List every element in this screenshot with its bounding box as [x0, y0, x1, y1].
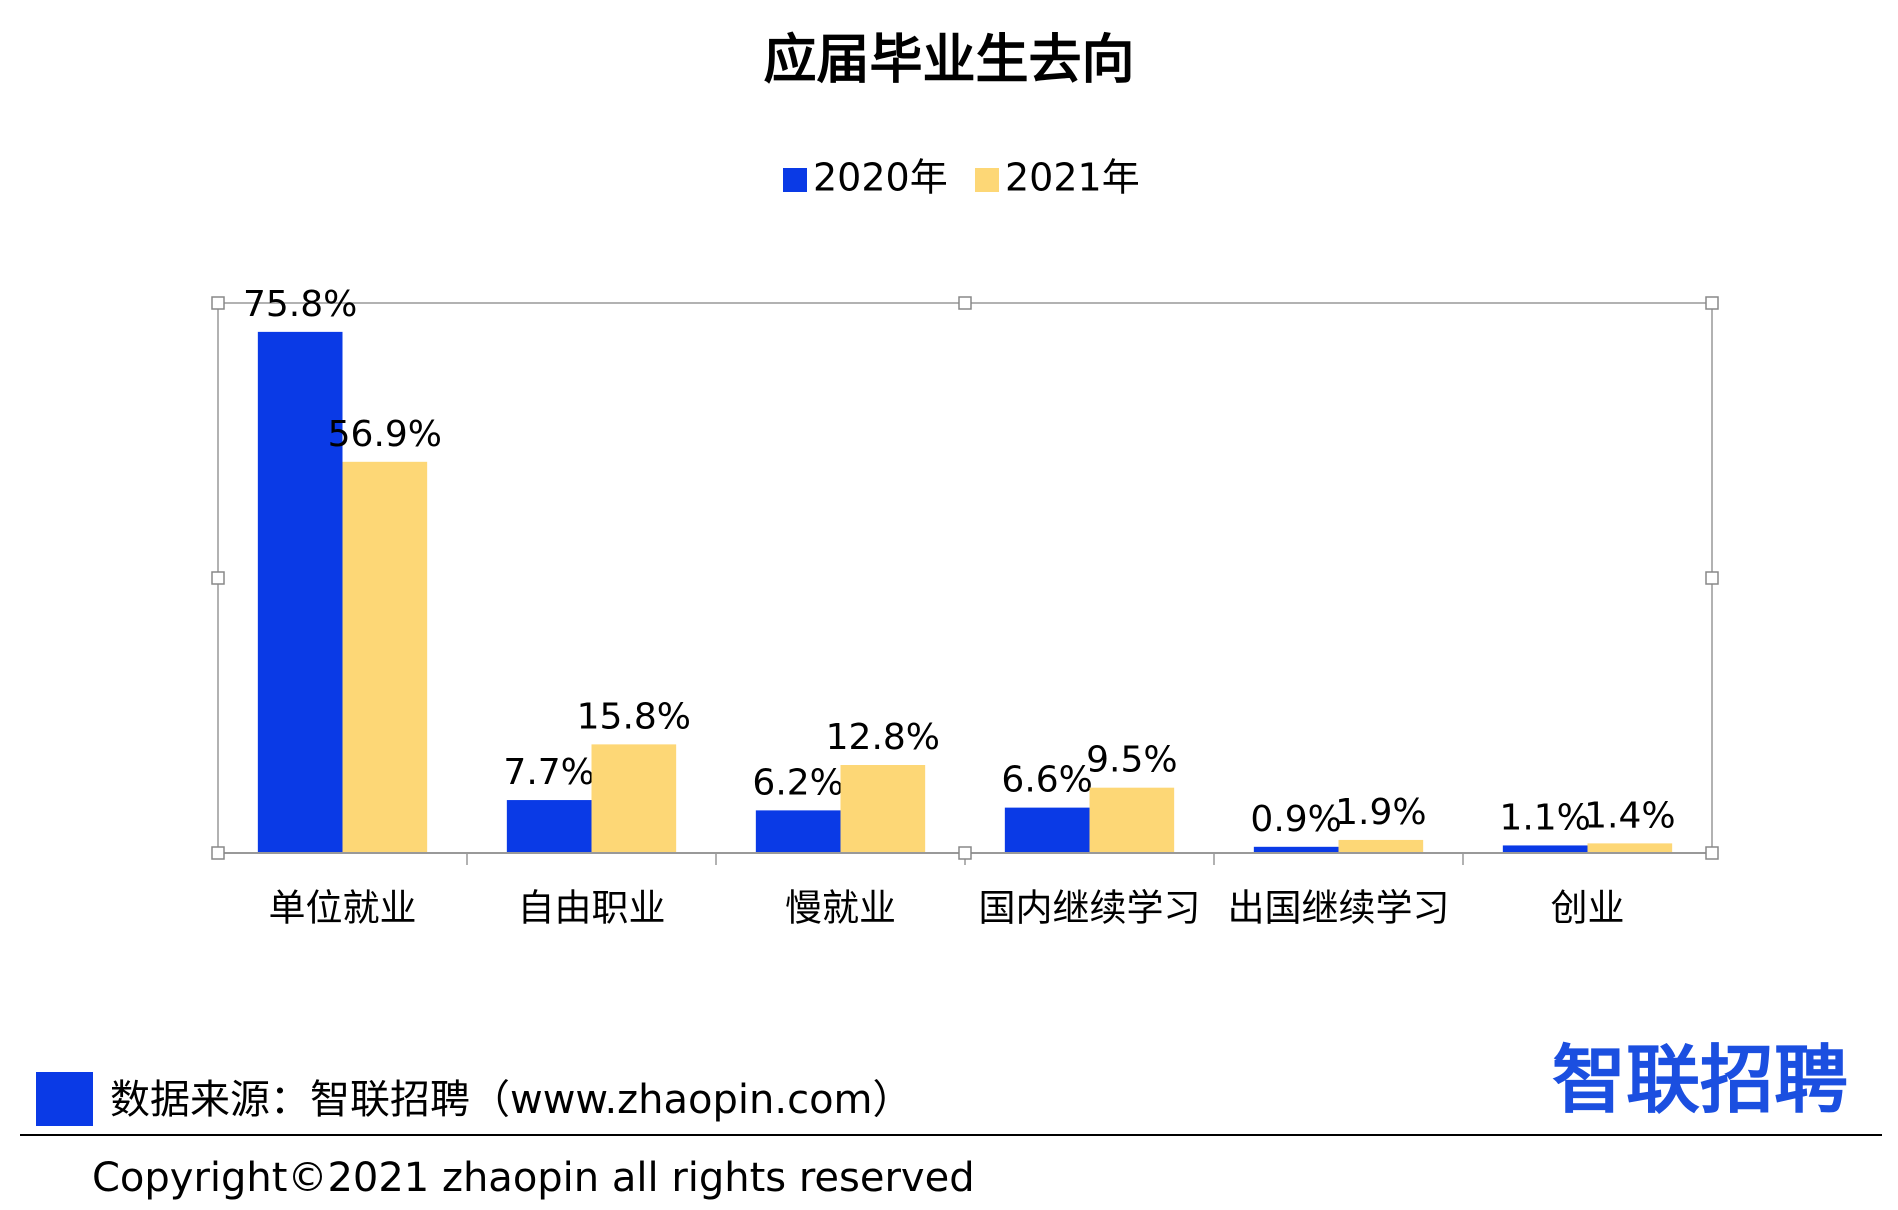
x-tick-label: 慢就业 [785, 887, 896, 930]
value-label: 1.4% [1584, 795, 1675, 836]
bar [755, 810, 841, 853]
plot-frame [217, 302, 1713, 854]
handle [1705, 571, 1719, 585]
x-tick-label: 单位就业 [269, 887, 417, 930]
legend-swatch [975, 168, 999, 192]
x-tick-label: 自由职业 [518, 887, 666, 930]
value-label: 1.9% [1335, 792, 1426, 833]
value-label: 75.8% [243, 284, 357, 325]
bar [1004, 807, 1090, 853]
source-marker [36, 1072, 93, 1126]
value-label: 6.2% [752, 762, 843, 803]
chart-title: 应届毕业生去向 [764, 30, 1135, 91]
handle [211, 571, 225, 585]
bar [591, 744, 677, 853]
bar [257, 331, 343, 853]
bar [342, 461, 428, 853]
copyright: Copyright©2021 zhaopin all rights reserv… [92, 1155, 975, 1201]
bar [1502, 845, 1588, 853]
bar [1089, 787, 1175, 853]
bar [506, 800, 592, 853]
value-label: 9.5% [1086, 740, 1177, 781]
value-label: 6.6% [1001, 760, 1092, 801]
value-label: 12.8% [826, 717, 940, 758]
x-tick-label: 出国继续学习 [1228, 887, 1450, 930]
legend-swatch [783, 168, 807, 192]
handle [211, 846, 225, 860]
value-label: 56.9% [328, 414, 442, 455]
logo: 智联招聘 [1552, 1038, 1848, 1124]
handle [1705, 846, 1719, 860]
value-label: 0.9% [1250, 799, 1341, 840]
bar [840, 765, 926, 853]
value-label: 7.7% [503, 752, 594, 793]
legend-label: 2021年 [1005, 156, 1140, 200]
bar [1253, 846, 1339, 853]
handle [211, 296, 225, 310]
handle [1705, 296, 1719, 310]
x-tick-label: 国内继续学习 [979, 887, 1201, 930]
value-label: 1.1% [1499, 797, 1590, 838]
bar [1587, 843, 1673, 853]
value-label: 15.8% [577, 696, 691, 737]
legend-label: 2020年 [813, 156, 948, 200]
handle [958, 846, 972, 860]
source: 数据来源：智联招聘（www.zhaopin.com） [110, 1077, 913, 1123]
handle [958, 296, 972, 310]
bar [1338, 839, 1424, 853]
x-tick-label: 创业 [1551, 887, 1625, 930]
